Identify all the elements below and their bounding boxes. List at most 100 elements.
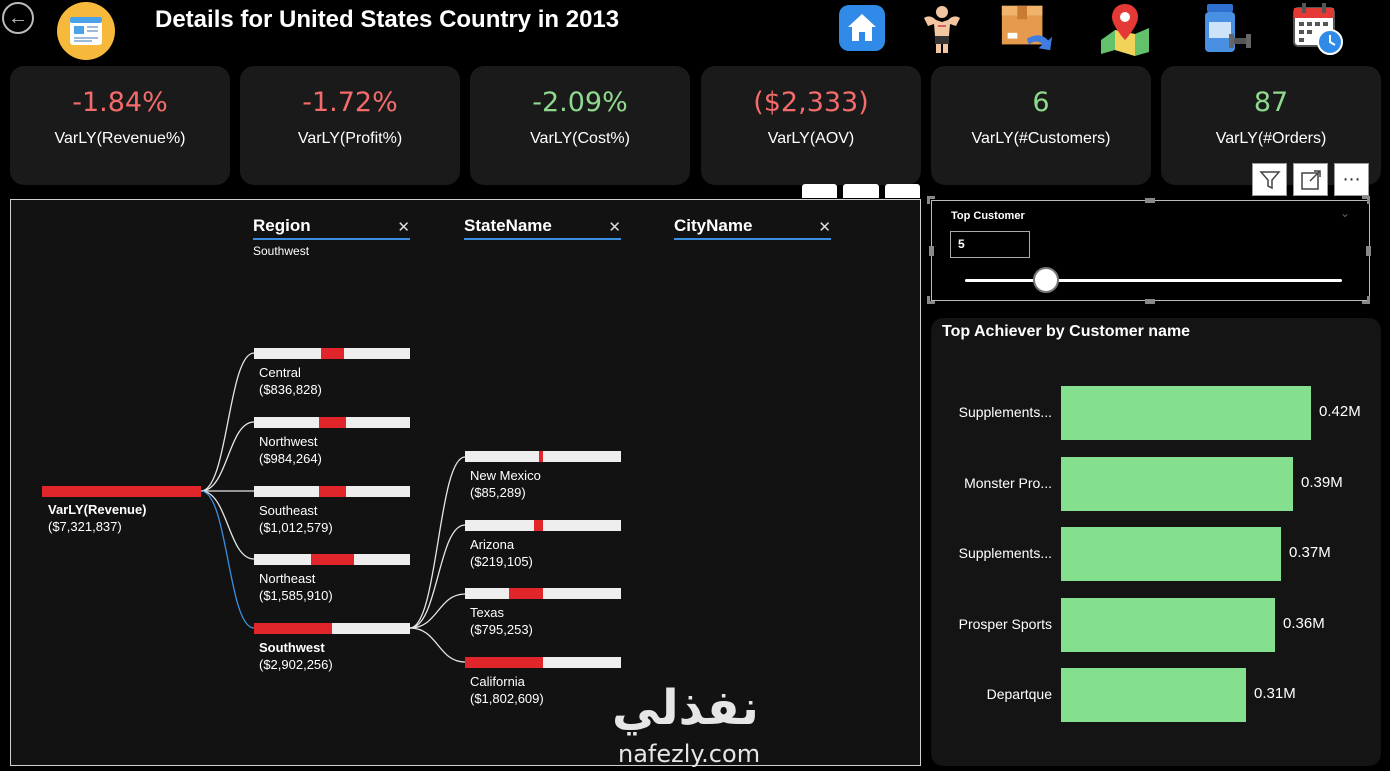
- kpi-label: VarLY(Profit%): [297, 130, 403, 147]
- data-label: 0.42M: [1319, 403, 1361, 420]
- supplement-icon[interactable]: [1197, 0, 1253, 56]
- category-label: Departque: [986, 686, 1052, 702]
- kpi-card-revenue: -1.84% VarLY(Revenue%): [10, 66, 230, 185]
- level-header-region[interactable]: Region ✕: [253, 216, 410, 240]
- region-node-label: Southeast ($1,012,579): [259, 502, 333, 536]
- more-options-button[interactable]: [885, 184, 920, 198]
- chevron-down-icon[interactable]: ⌄: [1340, 206, 1351, 220]
- node-value: ($1,012,579): [259, 520, 333, 535]
- focus-mode-icon[interactable]: [1293, 163, 1328, 196]
- region-node-label: Southwest ($2,902,256): [259, 639, 333, 673]
- resize-handle[interactable]: [929, 246, 934, 256]
- kpi-label: VarLY(Revenue%): [54, 130, 186, 147]
- category-label: Monster Pro...: [964, 475, 1052, 491]
- data-label: 0.37M: [1289, 544, 1331, 561]
- drill-up-button[interactable]: [802, 184, 837, 198]
- region-node-bar[interactable]: [254, 623, 410, 634]
- resize-handle[interactable]: [1145, 198, 1155, 203]
- region-node-bar[interactable]: [254, 348, 410, 359]
- node-value: ($795,253): [470, 622, 533, 637]
- resize-handle[interactable]: [1362, 196, 1370, 204]
- node-value: ($1,802,609): [470, 691, 544, 706]
- kpi-label: VarLY(#Customers): [971, 130, 1111, 147]
- home-icon[interactable]: [834, 0, 890, 56]
- chart-bar[interactable]: [1061, 598, 1275, 652]
- resize-handle[interactable]: [927, 296, 935, 304]
- node-bar-fill: [539, 451, 543, 462]
- back-button[interactable]: ←: [2, 2, 34, 34]
- resize-handle[interactable]: [1366, 246, 1371, 256]
- more-options-icon[interactable]: ⋯: [1334, 163, 1369, 196]
- resize-handle[interactable]: [927, 196, 935, 204]
- node-value: ($85,289): [470, 485, 526, 500]
- level-selected-value: Southwest: [253, 244, 310, 258]
- level-header-state[interactable]: StateName ✕: [464, 216, 621, 240]
- resize-handle[interactable]: [1145, 299, 1155, 304]
- state-node-bar[interactable]: [465, 451, 621, 462]
- state-node-label: Arizona ($219,105): [470, 536, 533, 570]
- node-name: Southeast: [259, 503, 318, 518]
- node-name: Central: [259, 365, 301, 380]
- node-value: ($219,105): [470, 554, 533, 569]
- root-node-label: VarLY(Revenue) ($7,321,837): [48, 501, 147, 535]
- region-node-bar[interactable]: [254, 554, 410, 565]
- kpi-card-cost: -2.09% VarLY(Cost%): [470, 66, 690, 185]
- chart-bar[interactable]: [1061, 668, 1246, 722]
- node-bar-fill: [320, 348, 344, 359]
- watermark-url: nafezly.com: [618, 740, 761, 768]
- kpi-card-aov: ($2,333) VarLY(AOV): [701, 66, 921, 185]
- remove-level-icon[interactable]: ✕: [818, 219, 831, 236]
- node-name: Northwest: [259, 434, 318, 449]
- fitness-man-icon[interactable]: [914, 0, 970, 56]
- node-name: Southwest: [259, 640, 325, 655]
- watermark-arabic: نفذلي: [612, 680, 759, 736]
- remove-level-icon[interactable]: ✕: [608, 219, 621, 236]
- data-label: 0.39M: [1301, 474, 1343, 491]
- state-node-bar[interactable]: [465, 520, 621, 531]
- slicer-title: Top Customer: [951, 210, 1025, 222]
- state-node-label: California ($1,802,609): [470, 673, 544, 707]
- node-value: ($1,585,910): [259, 588, 333, 603]
- state-node-label: Texas ($795,253): [470, 604, 533, 638]
- return-box-icon[interactable]: [998, 0, 1054, 56]
- kpi-card-profit: -1.72% VarLY(Profit%): [240, 66, 460, 185]
- remove-level-icon[interactable]: ✕: [397, 219, 410, 236]
- region-node-bar[interactable]: [254, 417, 410, 428]
- level-header-label: StateName: [464, 216, 552, 235]
- kpi-value: 6: [1032, 87, 1050, 118]
- map-pin-icon[interactable]: [1097, 0, 1153, 56]
- state-node-bar[interactable]: [465, 588, 621, 599]
- chart-bar[interactable]: [1061, 527, 1281, 581]
- level-header-city[interactable]: CityName ✕: [674, 216, 831, 240]
- node-bar-fill: [318, 486, 346, 497]
- calendar-clock-icon[interactable]: [1290, 0, 1346, 56]
- node-name: Arizona: [470, 537, 515, 552]
- root-node-bar[interactable]: [42, 486, 201, 497]
- region-node-bar[interactable]: [254, 486, 410, 497]
- kpi-value: -2.09%: [532, 87, 628, 118]
- chart-bar[interactable]: [1061, 386, 1311, 440]
- chart-bar[interactable]: [1061, 457, 1293, 511]
- node-bar-fill: [318, 417, 346, 428]
- slider-thumb[interactable]: [1033, 267, 1059, 293]
- resize-handle[interactable]: [1362, 296, 1370, 304]
- slider-track[interactable]: [965, 279, 1342, 282]
- kpi-label: VarLY(#Orders): [1215, 130, 1327, 147]
- kpi-value: -1.72%: [302, 87, 398, 118]
- node-name: Texas: [470, 605, 504, 620]
- node-value: ($984,264): [259, 451, 322, 466]
- state-node-bar[interactable]: [465, 657, 621, 668]
- filter-icon[interactable]: [1252, 163, 1287, 196]
- decomposition-tree-panel: [10, 199, 921, 766]
- top-customer-input[interactable]: 5: [950, 231, 1030, 258]
- node-name: New Mexico: [470, 468, 541, 483]
- category-label: Supplements...: [958, 404, 1052, 420]
- region-node-label: Northeast ($1,585,910): [259, 570, 333, 604]
- node-bar-fill: [509, 588, 543, 599]
- node-name: Northeast: [259, 571, 316, 586]
- node-bar-fill: [465, 657, 543, 668]
- node-bar-fill: [254, 623, 332, 634]
- report-icon: [57, 2, 115, 60]
- kpi-label: VarLY(Cost%): [530, 130, 630, 147]
- expand-button[interactable]: [843, 184, 879, 198]
